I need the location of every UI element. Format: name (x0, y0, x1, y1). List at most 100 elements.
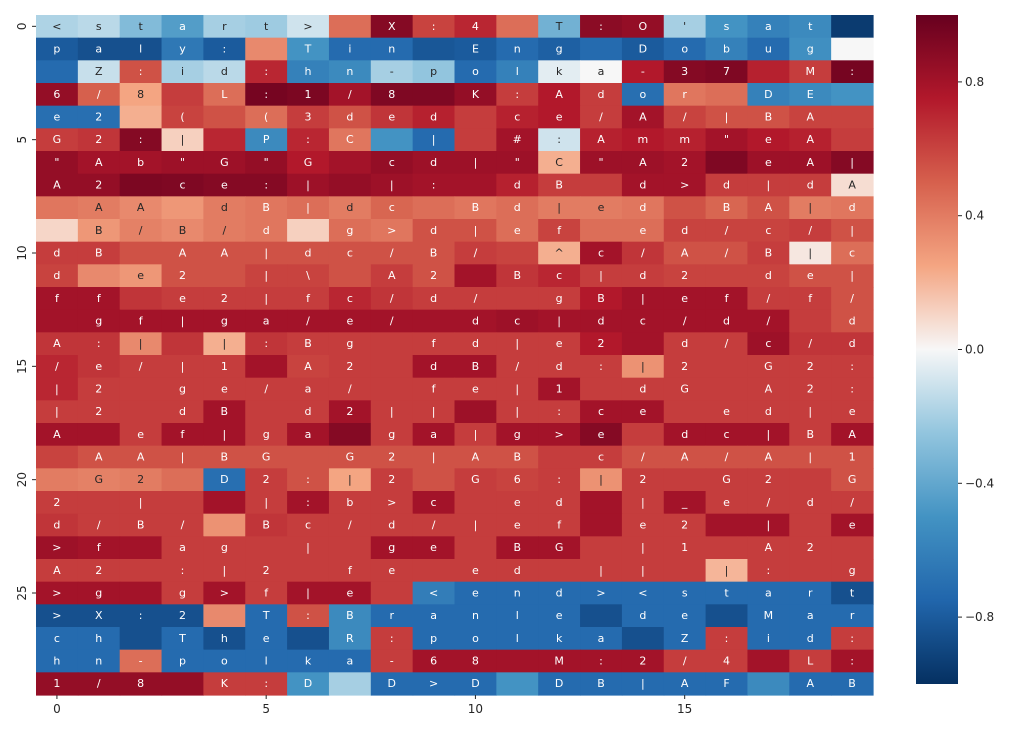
cell-annotation: ^ (555, 247, 564, 260)
heatmap-cell (621, 264, 665, 288)
heatmap-cell (77, 400, 121, 424)
cell-annotation: a (263, 315, 270, 328)
heatmap-cell (831, 309, 874, 333)
heatmap-cell (789, 287, 832, 311)
heatmap-cell (621, 287, 665, 311)
heatmap-cell (621, 105, 665, 129)
heatmap-cell (36, 355, 79, 379)
cell-annotation: d (556, 496, 563, 509)
cell-annotation: d (597, 315, 604, 328)
heatmap-cell (77, 105, 121, 129)
cell-annotation: i (767, 632, 770, 645)
heatmap-cell (119, 173, 163, 197)
cell-annotation: d (305, 247, 312, 260)
heatmap-cell (370, 287, 414, 311)
heatmap-cell (287, 513, 330, 537)
cell-annotation: | (850, 156, 854, 169)
cell-annotation: s (724, 20, 730, 33)
cell-annotation: s (96, 20, 102, 33)
cell-annotation: d (472, 315, 479, 328)
heatmap-cell (245, 309, 288, 333)
heatmap-cell (663, 264, 707, 288)
heatmap-cell (705, 309, 749, 333)
cell-annotation: : (599, 360, 603, 373)
heatmap-cell (245, 196, 288, 220)
cell-annotation: | (850, 269, 854, 282)
cell-annotation: p (53, 43, 60, 56)
cell-annotation: G (848, 473, 857, 486)
cell-annotation: e (472, 587, 479, 600)
heatmap-cell (705, 83, 749, 107)
cell-annotation: | (432, 133, 436, 146)
cell-annotation: l (516, 609, 519, 622)
cell-annotation: c (514, 315, 520, 328)
heatmap-cell (119, 581, 163, 605)
cell-annotation: f (306, 292, 311, 305)
heatmap-cell (454, 264, 497, 288)
cell-annotation: f (97, 292, 102, 305)
heatmap-cell (831, 377, 874, 401)
heatmap-cell (245, 37, 288, 61)
cell-annotation: / (599, 111, 603, 124)
heatmap-cell (454, 37, 497, 61)
heatmap-cell (580, 468, 623, 492)
cell-annotation: # (513, 133, 522, 146)
heatmap-cell (412, 491, 456, 515)
heatmap-cell (412, 264, 456, 288)
cell-annotation: A (137, 201, 145, 214)
heatmap-cell (119, 445, 163, 469)
heatmap-cell (77, 37, 121, 61)
cell-annotation: A (95, 201, 103, 214)
cell-annotation: a (179, 541, 186, 554)
cell-annotation: A (53, 564, 61, 577)
cell-annotation: | (767, 428, 771, 441)
heatmap-cell (245, 627, 288, 651)
heatmap-cell (36, 513, 79, 537)
heatmap-cell (621, 219, 665, 243)
cell-annotation: m (637, 133, 648, 146)
cell-annotation: ( (264, 111, 268, 124)
heatmap-cell (245, 604, 288, 628)
cell-annotation: c (765, 337, 771, 350)
cell-annotation: 2 (681, 519, 688, 532)
cell-annotation: : (264, 65, 268, 78)
cell-annotation: d (639, 269, 646, 282)
heatmap-cell (621, 445, 665, 469)
cell-annotation: G (220, 156, 229, 169)
heatmap-cell (245, 581, 288, 605)
heatmap-cell (496, 196, 539, 220)
cell-annotation: h (221, 632, 228, 645)
heatmap-cell (328, 649, 372, 673)
cell-annotation: e (765, 156, 772, 169)
heatmap-cell (663, 128, 707, 152)
heatmap-cell (580, 105, 623, 129)
heatmap-cell (621, 468, 665, 492)
heatmap-cell (287, 105, 330, 129)
cell-annotation: > (429, 677, 438, 690)
cell-annotation: d (472, 337, 479, 350)
heatmap-cell (747, 151, 790, 175)
heatmap-cell (370, 332, 414, 356)
heatmap-cell (370, 60, 414, 84)
cell-annotation: / (348, 383, 352, 396)
heatmap-cell (705, 604, 749, 628)
cell-annotation: g (179, 587, 186, 600)
heatmap-cell (580, 196, 623, 220)
cell-annotation: i (348, 43, 351, 56)
cell-annotation: c (765, 224, 771, 237)
cell-annotation: | (557, 201, 561, 214)
heatmap-cell (245, 264, 288, 288)
heatmap-cell (36, 423, 79, 447)
cell-annotation: e (179, 292, 186, 305)
heatmap-cell (119, 513, 163, 537)
cell-annotation: " (724, 133, 729, 146)
heatmap-cell (496, 536, 539, 560)
heatmap-cell (161, 536, 204, 560)
cell-annotation: d (807, 632, 814, 645)
heatmap-cell (496, 219, 539, 243)
heatmap-cell (287, 264, 330, 288)
cell-annotation: c (640, 315, 646, 328)
heatmap-cell (328, 196, 372, 220)
heatmap-cell (287, 445, 330, 469)
cell-annotation: k (556, 632, 563, 645)
